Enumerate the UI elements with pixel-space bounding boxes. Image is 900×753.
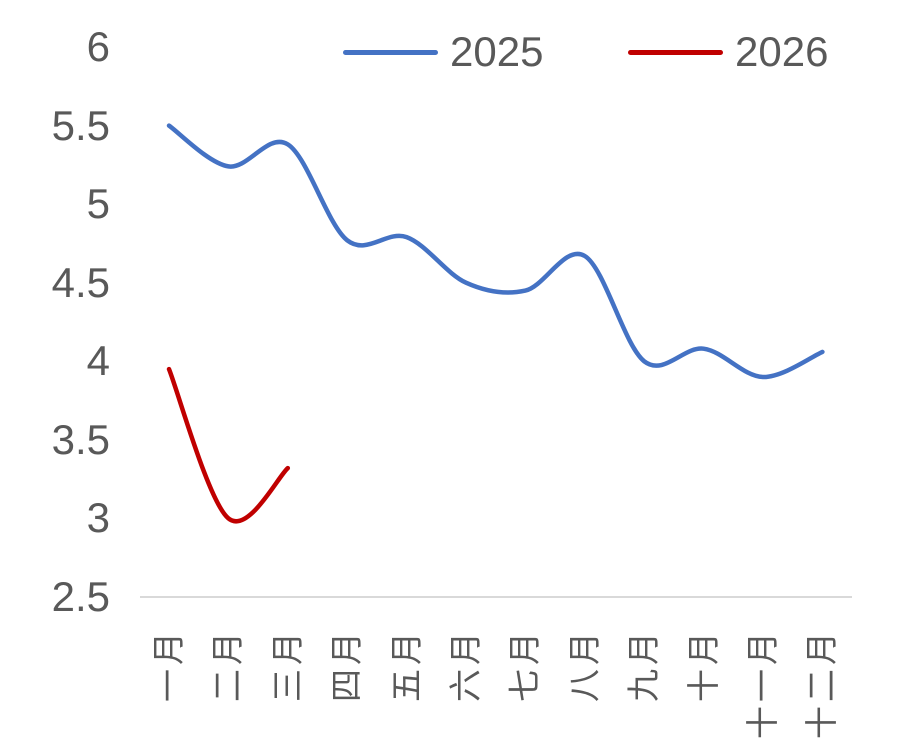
y-axis-tick-label: 3.5 <box>51 415 110 463</box>
legend-item-2026: 2026 <box>628 30 828 74</box>
legend-item-2025: 2025 <box>343 30 543 74</box>
x-axis-tick-label: 九月 <box>625 628 663 702</box>
y-axis-tick-label: 4 <box>86 337 110 385</box>
y-axis-tick-label: 5.5 <box>51 101 110 149</box>
legend-label-2026: 2026 <box>735 28 829 75</box>
y-axis-tick-label: 4.5 <box>51 258 110 306</box>
y-axis-tick-label: 3 <box>86 494 110 542</box>
legend-label-2025: 2025 <box>450 28 544 75</box>
x-axis-tick-label: 二月 <box>209 628 247 702</box>
y-axis: 2.5 3 3.5 4 4.5 5 5.5 6 <box>0 0 110 753</box>
x-axis-tick-label: 三月 <box>268 628 306 702</box>
series-line-2025 <box>166 123 825 380</box>
legend-line-swatch-2025 <box>343 49 438 55</box>
x-axis-tick-label: 五月 <box>387 628 425 702</box>
x-axis-tick-label: 四月 <box>328 628 366 702</box>
x-axis-tick-label: 十月 <box>684 628 722 702</box>
y-axis-tick-label: 5 <box>86 180 110 228</box>
x-axis-tick-label: 一月 <box>150 628 187 702</box>
x-axis-line <box>140 596 852 598</box>
x-axis-tick-label: 八月 <box>565 628 603 702</box>
series-line-2026 <box>166 366 291 524</box>
y-axis-tick-label: 2.5 <box>51 573 110 620</box>
legend-line-swatch-2026 <box>628 49 723 55</box>
x-axis-tick-label: 六月 <box>447 628 484 702</box>
y-axis-tick-label: 6 <box>86 23 110 70</box>
x-axis-tick-label: 十一月 <box>744 628 781 739</box>
x-axis-tick-label: 十二月 <box>803 628 841 739</box>
x-axis-tick-label: 七月 <box>506 628 544 702</box>
legend: 2025 2026 <box>0 0 900 80</box>
